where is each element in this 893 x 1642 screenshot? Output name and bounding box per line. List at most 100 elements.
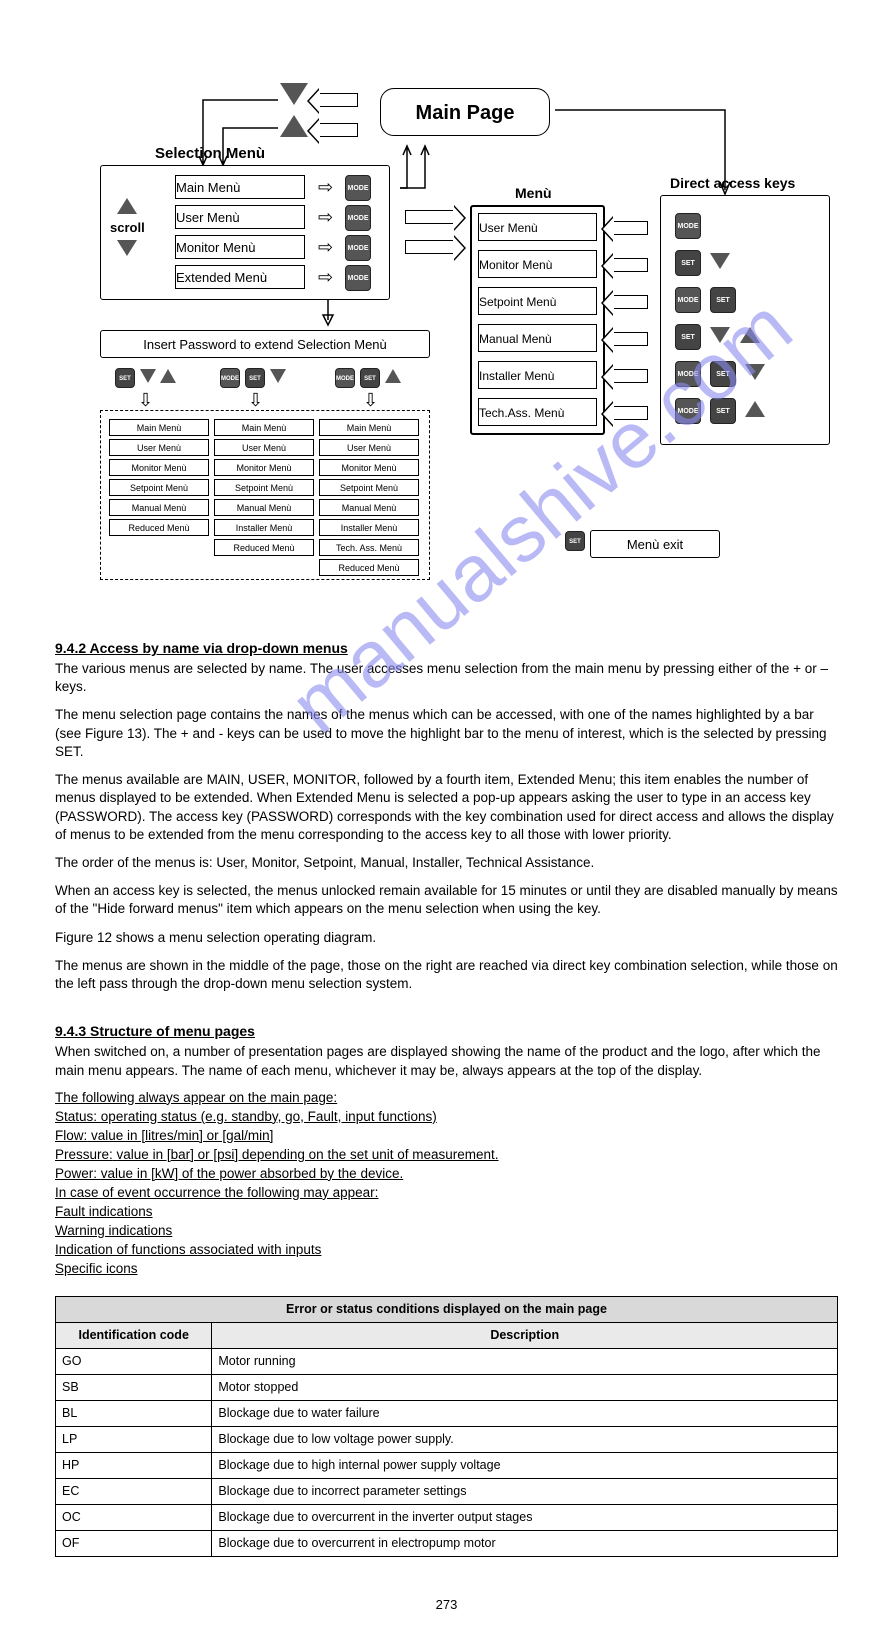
table-row: OCBlockage due to overcurrent in the inv… xyxy=(56,1504,838,1530)
arrow-icon xyxy=(318,123,358,137)
paragraph: The menu selection page contains the nam… xyxy=(55,706,838,761)
arrow-icon: ⇨ xyxy=(318,177,333,198)
sel-item-extended: Extended Menù xyxy=(175,265,305,289)
plus-icon xyxy=(117,198,137,214)
password-col-1: Main Menù User Menù Monitor Menù Setpoin… xyxy=(109,419,209,539)
menu-item-manual: Manual Menù xyxy=(478,324,597,352)
down-arrow-icon: ⇩ xyxy=(138,390,153,411)
mini-item: Main Menù xyxy=(109,419,209,436)
mini-item: Setpoint Menù xyxy=(109,479,209,496)
list-label: Status: xyxy=(55,1109,97,1124)
mini-item: Setpoint Menù xyxy=(214,479,314,496)
mini-item: Monitor Menù xyxy=(214,459,314,476)
cell: Blockage due to incorrect parameter sett… xyxy=(212,1478,838,1504)
cell: OC xyxy=(56,1504,212,1530)
menu-exit-box: Menù exit xyxy=(590,530,720,558)
elbow-arrow-icon xyxy=(395,143,455,193)
paragraph: The menus available are MAIN, USER, MONI… xyxy=(55,771,838,844)
mini-item: Main Menù xyxy=(319,419,419,436)
list-label: Power: xyxy=(55,1166,97,1181)
main-page-intro: The following always appear on the main … xyxy=(55,1090,838,1105)
cell: Blockage due to overcurrent in the inver… xyxy=(212,1504,838,1530)
set-key-icon: SET xyxy=(710,398,736,424)
password-col-2: Main Menù User Menù Monitor Menù Setpoin… xyxy=(214,419,314,559)
list-label: Pressure: xyxy=(55,1147,113,1162)
table-row: SBMotor stopped xyxy=(56,1374,838,1400)
down-arrow-icon xyxy=(318,300,338,330)
table-col-desc: Description xyxy=(212,1322,838,1348)
mode-key-icon: MODE xyxy=(345,175,371,201)
minus-icon xyxy=(745,364,765,380)
direct-access-keys-title: Direct access keys xyxy=(670,175,795,191)
arrow-icon xyxy=(612,221,648,235)
scroll-label: scroll xyxy=(110,220,145,235)
list-label: Flow: xyxy=(55,1128,87,1143)
menu-item-user: User Menù xyxy=(478,213,597,241)
set-key-icon: SET xyxy=(115,368,135,388)
minus-icon xyxy=(280,83,308,105)
list-item: Fault indications xyxy=(55,1204,838,1219)
cell: Blockage due to overcurrent in electropu… xyxy=(212,1530,838,1556)
down-arrow-icon: ⇩ xyxy=(248,390,263,411)
section-9.4.3-heading: 9.4.3 Structure of menu pages xyxy=(55,1023,838,1039)
list-item: Indication of functions associated with … xyxy=(55,1242,838,1257)
set-key-icon: SET xyxy=(245,368,265,388)
password-col-3: Main Menù User Menù Monitor Menù Setpoin… xyxy=(319,419,419,579)
set-key-icon: SET xyxy=(675,250,701,276)
minus-icon xyxy=(140,369,156,383)
mini-item: User Menù xyxy=(319,439,419,456)
mode-key-icon: MODE xyxy=(675,398,701,424)
plus-icon xyxy=(160,369,176,383)
table-row: BLBlockage due to water failure xyxy=(56,1400,838,1426)
list-desc: value in [bar] or [psi] depending on the… xyxy=(117,1147,499,1162)
set-key-icon: SET xyxy=(710,287,736,313)
mode-key-icon: MODE xyxy=(675,361,701,387)
list-item: In case of event occurrence the followin… xyxy=(55,1185,838,1200)
mini-item: Manual Menù xyxy=(319,499,419,516)
cell: GO xyxy=(56,1348,212,1374)
mode-key-icon: MODE xyxy=(345,265,371,291)
arrow-icon: ⇨ xyxy=(318,207,333,228)
list-item: Pressure: value in [bar] or [psi] depend… xyxy=(55,1147,838,1162)
cell: Blockage due to low voltage power supply… xyxy=(212,1426,838,1452)
mode-key-icon: MODE xyxy=(345,205,371,231)
mini-item: User Menù xyxy=(214,439,314,456)
sel-item-monitor: Monitor Menù xyxy=(175,235,305,259)
minus-icon xyxy=(710,327,730,343)
mini-item: Monitor Menù xyxy=(319,459,419,476)
cell: Blockage due to water failure xyxy=(212,1400,838,1426)
arrow-icon xyxy=(612,295,648,309)
menu-item-monitor: Monitor Menù xyxy=(478,250,597,278)
table-row: OFBlockage due to overcurrent in electro… xyxy=(56,1530,838,1556)
plus-icon xyxy=(385,369,401,383)
arrow-icon xyxy=(318,93,358,107)
minus-icon xyxy=(710,253,730,269)
table-row: GOMotor running xyxy=(56,1348,838,1374)
mode-key-icon: MODE xyxy=(220,368,240,388)
minus-icon xyxy=(117,240,137,256)
mini-item: Reduced Menù xyxy=(109,519,209,536)
cell: Motor running xyxy=(212,1348,838,1374)
list-item: Status: operating status (e.g. standby, … xyxy=(55,1109,838,1124)
figure-menu-diagram: Main Page Selection Menù scroll Main Men… xyxy=(80,70,853,610)
mode-key-icon: MODE xyxy=(345,235,371,261)
mini-item: Tech. Ass. Menù xyxy=(319,539,419,556)
arrow-icon xyxy=(405,210,455,224)
list-item: Power: value in [kW] of the power absorb… xyxy=(55,1166,838,1181)
list-desc: value in [litres/min] or [gal/min] xyxy=(91,1128,273,1143)
list-item: Flow: value in [litres/min] or [gal/min] xyxy=(55,1128,838,1143)
mini-item: Manual Menù xyxy=(109,499,209,516)
sel-item-user: User Menù xyxy=(175,205,305,229)
paragraph: When switched on, a number of presentati… xyxy=(55,1043,838,1079)
table-row: LPBlockage due to low voltage power supp… xyxy=(56,1426,838,1452)
set-key-icon: SET xyxy=(710,361,736,387)
mini-item: User Menù xyxy=(109,439,209,456)
error-conditions-table: Error or status conditions displayed on … xyxy=(55,1296,838,1557)
mini-item: Installer Menù xyxy=(319,519,419,536)
set-key-icon: SET xyxy=(565,531,585,551)
arrow-icon xyxy=(612,258,648,272)
arrow-icon xyxy=(612,369,648,383)
list-item: Warning indications xyxy=(55,1223,838,1238)
plus-icon xyxy=(740,327,760,343)
arrow-icon: ⇨ xyxy=(318,237,333,258)
